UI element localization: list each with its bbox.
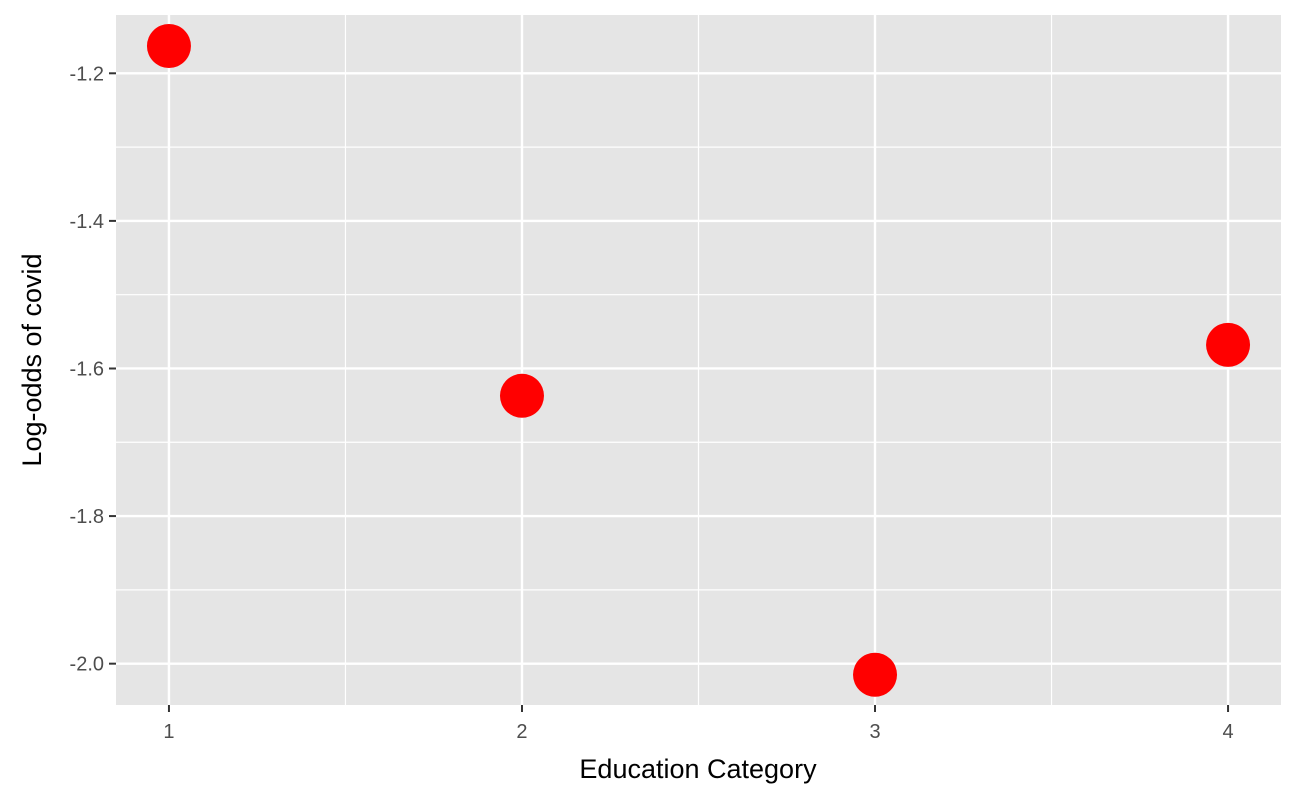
minor-gridlines bbox=[116, 15, 1281, 705]
x-tick-label: 4 bbox=[1222, 721, 1233, 743]
x-tick-label: 2 bbox=[516, 721, 527, 743]
data-point bbox=[853, 652, 898, 697]
y-axis-title: Log-odds of covid bbox=[17, 253, 47, 466]
x-tick-label: 1 bbox=[163, 721, 174, 743]
y-tick-label: -2.0 bbox=[70, 654, 104, 676]
data-point bbox=[146, 23, 191, 68]
y-tick-label: -1.4 bbox=[70, 211, 104, 233]
y-tick-label: -1.6 bbox=[70, 358, 104, 380]
data-points bbox=[146, 23, 1251, 697]
axis-ticks bbox=[109, 72, 1230, 712]
tick-labels: 1 2 3 4 -2.0 -1.8 -1.6 -1.4 -1.2 bbox=[70, 63, 1234, 743]
data-point bbox=[1206, 322, 1251, 367]
data-point bbox=[499, 373, 544, 418]
y-tick-label: -1.2 bbox=[70, 63, 104, 85]
x-tick-label: 3 bbox=[869, 721, 880, 743]
y-tick-label: -1.8 bbox=[70, 506, 104, 528]
x-axis-title: Education Category bbox=[579, 754, 817, 784]
